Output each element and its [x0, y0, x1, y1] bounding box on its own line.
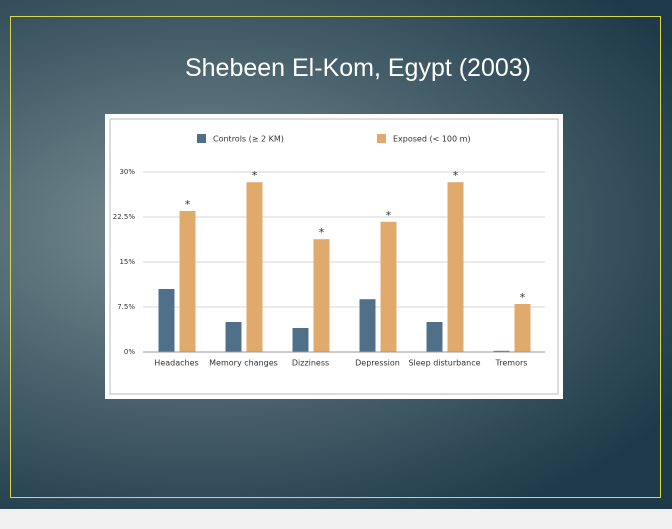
x-tick-label: Headaches: [154, 359, 198, 368]
y-tick-label: 30%: [119, 168, 135, 176]
y-tick-label: 0%: [124, 348, 135, 356]
legend-label: Exposed (< 100 m): [393, 135, 471, 144]
slide-title: Shebeen El-Kom, Egypt (2003): [184, 54, 532, 82]
bar: [359, 299, 376, 352]
chart-border: [109, 118, 559, 395]
legend-swatch: [377, 134, 386, 143]
significance-marker: *: [386, 209, 392, 222]
significance-marker: *: [453, 169, 459, 182]
legend-swatch: [197, 134, 206, 143]
significance-marker: *: [319, 226, 325, 239]
bar: [292, 328, 309, 352]
significance-marker: *: [252, 169, 258, 182]
bar: [158, 289, 175, 352]
bar: [313, 239, 330, 352]
bar: [493, 350, 510, 352]
significance-marker: *: [520, 291, 526, 304]
bar: [514, 304, 531, 352]
x-tick-label: Sleep disturbance: [408, 359, 480, 368]
bar: [179, 211, 196, 352]
bar: [225, 322, 242, 352]
legend-label: Controls (≥ 2 KM): [213, 135, 284, 144]
significance-marker: *: [185, 198, 191, 211]
bar: [447, 182, 464, 352]
bar: [246, 182, 263, 352]
y-tick-label: 15%: [119, 258, 135, 266]
bar: [426, 322, 443, 352]
bar: [380, 221, 397, 352]
x-tick-label: Memory changes: [209, 359, 278, 368]
slide-frame: [10, 16, 661, 498]
x-tick-label: Tremors: [495, 359, 528, 368]
y-tick-label: 22.5%: [113, 213, 136, 221]
chart-panel: [105, 114, 563, 399]
x-tick-label: Dizziness: [292, 359, 329, 368]
y-tick-label: 7.5%: [117, 303, 135, 311]
chart: 0% 7.5% 15% 22.5% 30% Controls (≥ 2 KM) Expose…: [105, 114, 563, 399]
x-tick-label: Depression: [355, 359, 400, 368]
